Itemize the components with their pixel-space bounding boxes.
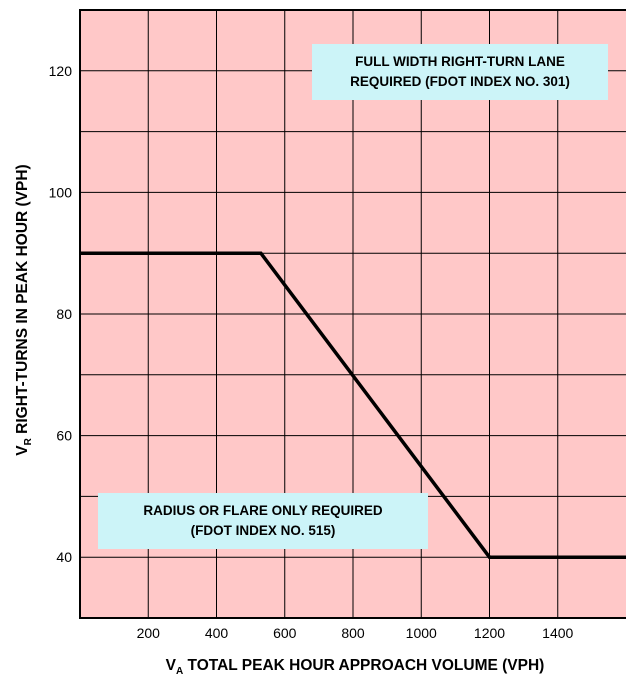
- y-tick-label: 100: [49, 184, 73, 200]
- x-tick-label: 1400: [542, 625, 573, 641]
- x-axis-label-sub: A: [176, 666, 183, 677]
- x-tick-label: 1000: [406, 625, 437, 641]
- plot-frame: [79, 9, 626, 619]
- x-tick-labels: 200 400 600 800 1000 1200 1400: [137, 625, 574, 641]
- annotation-1: FULL WIDTH RIGHT-TURN LANE REQUIRED (FDOT…: [312, 44, 608, 100]
- annotation-text-line: FULL WIDTH RIGHT-TURN LANE: [355, 54, 565, 69]
- x-tick-label: 400: [205, 625, 229, 641]
- y-tick-label: 40: [56, 549, 72, 565]
- x-tick-label: 800: [341, 625, 365, 641]
- series-line-0: [80, 251, 626, 559]
- x-axis-label: VA TOTAL PEAK HOUR APPROACH VOLUME (VPH): [166, 657, 545, 677]
- x-axis-label-rest: TOTAL PEAK HOUR APPROACH VOLUME (VPH): [183, 657, 544, 674]
- x-tick-label: 200: [137, 625, 161, 641]
- annotation-2: RADIUS OR FLARE ONLY REQUIRED (FDOT INDEX…: [98, 493, 428, 549]
- x-axis-label-main: V: [166, 657, 177, 674]
- y-axis-label-sub: R: [23, 437, 34, 445]
- y-tick-label: 80: [56, 306, 72, 322]
- y-tick-label: 120: [49, 63, 73, 79]
- y-axis-label-rest: RIGHT-TURNS IN PEAK HOUR (VPH): [14, 164, 31, 438]
- y-axis-label-main: V: [14, 445, 31, 456]
- annotation-text-line: REQUIRED (FDOT INDEX NO. 301): [350, 74, 570, 89]
- annotation-box: [312, 44, 608, 100]
- series: [80, 251, 626, 559]
- y-tick-label: 60: [56, 428, 72, 444]
- y-tick-labels: 40 60 80 100 120: [49, 63, 73, 565]
- annotation-text-line: RADIUS OR FLARE ONLY REQUIRED: [143, 503, 383, 518]
- x-tick-label: 600: [273, 625, 297, 641]
- x-tick-label: 1200: [474, 625, 505, 641]
- y-axis-label: VR RIGHT-TURNS IN PEAK HOUR (VPH): [14, 164, 34, 455]
- annotation-text-line: (FDOT INDEX NO. 515): [191, 523, 336, 538]
- annotation-box: [98, 493, 428, 549]
- annotations: FULL WIDTH RIGHT-TURN LANE REQUIRED (FDOT…: [98, 44, 608, 549]
